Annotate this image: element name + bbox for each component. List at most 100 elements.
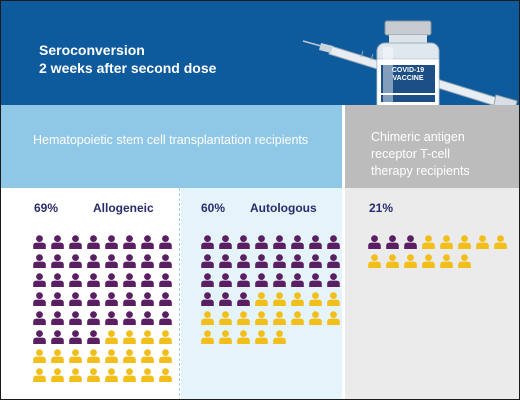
seroconverted-person-icon bbox=[159, 311, 172, 325]
vaccine-vial-syringe-icon bbox=[302, 20, 518, 124]
seroconverted-person-icon bbox=[159, 273, 172, 287]
seroconverted-person-icon bbox=[87, 330, 100, 344]
non-seroconverted-person-icon bbox=[141, 368, 154, 382]
allogeneic-label: Allogeneic bbox=[93, 201, 154, 215]
seroconverted-person-icon bbox=[291, 235, 304, 249]
seroconverted-person-icon bbox=[404, 235, 417, 249]
seroconverted-person-icon bbox=[255, 254, 268, 268]
seroconverted-person-icon bbox=[69, 330, 82, 344]
non-seroconverted-person-icon bbox=[291, 311, 304, 325]
cart-panel bbox=[345, 188, 519, 399]
non-seroconverted-person-icon bbox=[219, 311, 232, 325]
seroconverted-person-icon bbox=[291, 254, 304, 268]
seroconverted-person-icon bbox=[87, 311, 100, 325]
section-divider bbox=[343, 105, 345, 399]
cart-heading-line-2: receptor T-cell bbox=[371, 147, 450, 161]
seroconverted-person-icon bbox=[87, 254, 100, 268]
non-seroconverted-person-icon bbox=[123, 330, 136, 344]
seroconverted-person-icon bbox=[309, 273, 322, 287]
seroconverted-person-icon bbox=[368, 235, 381, 249]
cart-person-grid bbox=[367, 235, 508, 268]
non-seroconverted-person-icon bbox=[105, 368, 118, 382]
non-seroconverted-person-icon bbox=[309, 292, 322, 306]
seroconverted-person-icon bbox=[33, 254, 46, 268]
seroconverted-person-icon bbox=[219, 292, 232, 306]
seroconverted-person-icon bbox=[327, 254, 340, 268]
hsct-heading: Hematopoietic stem cell transplantation … bbox=[33, 133, 309, 147]
seroconverted-person-icon bbox=[33, 292, 46, 306]
seroconverted-person-icon bbox=[159, 292, 172, 306]
non-seroconverted-person-icon bbox=[87, 349, 100, 363]
seroconverted-person-icon bbox=[33, 330, 46, 344]
seroconverted-person-icon bbox=[123, 235, 136, 249]
seroconverted-person-icon bbox=[201, 273, 214, 287]
non-seroconverted-person-icon bbox=[476, 235, 489, 249]
seroconverted-person-icon bbox=[141, 292, 154, 306]
seroconverted-person-icon bbox=[105, 311, 118, 325]
non-seroconverted-person-icon bbox=[440, 254, 453, 268]
autologous-label: Autologous bbox=[250, 201, 317, 215]
seroconverted-person-icon bbox=[219, 254, 232, 268]
non-seroconverted-person-icon bbox=[404, 254, 417, 268]
seroconverted-person-icon bbox=[201, 292, 214, 306]
non-seroconverted-person-icon bbox=[309, 311, 322, 325]
non-seroconverted-person-icon bbox=[237, 311, 250, 325]
hsct-band bbox=[1, 105, 342, 188]
non-seroconverted-person-icon bbox=[219, 330, 232, 344]
panel-divider bbox=[179, 188, 180, 399]
allogeneic-percent: 69% bbox=[34, 201, 59, 215]
non-seroconverted-person-icon bbox=[69, 368, 82, 382]
seroconverted-person-icon bbox=[87, 235, 100, 249]
non-seroconverted-person-icon bbox=[33, 349, 46, 363]
seroconverted-person-icon bbox=[291, 273, 304, 287]
non-seroconverted-person-icon bbox=[87, 368, 100, 382]
seroconverted-person-icon bbox=[33, 311, 46, 325]
seroconverted-person-icon bbox=[123, 254, 136, 268]
non-seroconverted-person-icon bbox=[458, 254, 471, 268]
vial-icon bbox=[376, 20, 440, 124]
seroconverted-person-icon bbox=[69, 273, 82, 287]
non-seroconverted-person-icon bbox=[201, 311, 214, 325]
seroconverted-person-icon bbox=[237, 254, 250, 268]
seroconverted-person-icon bbox=[327, 235, 340, 249]
seroconverted-person-icon bbox=[159, 254, 172, 268]
autologous-person-grid bbox=[200, 235, 341, 344]
seroconverted-person-icon bbox=[51, 330, 64, 344]
page-title: Seroconversion 2 weeks after second dose bbox=[39, 41, 216, 77]
seroconverted-person-icon bbox=[51, 292, 64, 306]
seroconverted-person-icon bbox=[51, 235, 64, 249]
non-seroconverted-person-icon bbox=[494, 235, 507, 249]
non-seroconverted-person-icon bbox=[159, 349, 172, 363]
seroconverted-person-icon bbox=[69, 311, 82, 325]
cart-percent: 21% bbox=[369, 201, 394, 215]
seroconverted-person-icon bbox=[201, 235, 214, 249]
non-seroconverted-person-icon bbox=[159, 330, 172, 344]
vial-label: COVID-19 VACCINE bbox=[381, 67, 435, 83]
non-seroconverted-person-icon bbox=[105, 349, 118, 363]
seroconverted-person-icon bbox=[255, 273, 268, 287]
seroconverted-person-icon bbox=[159, 235, 172, 249]
non-seroconverted-person-icon bbox=[255, 311, 268, 325]
seroconverted-person-icon bbox=[201, 254, 214, 268]
seroconverted-person-icon bbox=[386, 235, 399, 249]
seroconverted-person-icon bbox=[141, 254, 154, 268]
seroconverted-person-icon bbox=[237, 292, 250, 306]
non-seroconverted-person-icon bbox=[422, 254, 435, 268]
non-seroconverted-person-icon bbox=[273, 292, 286, 306]
seroconverted-person-icon bbox=[273, 254, 286, 268]
seroconverted-person-icon bbox=[123, 292, 136, 306]
cart-heading: Chimeric antigen receptor T-cell therapy… bbox=[371, 129, 511, 180]
autologous-percent: 60% bbox=[201, 201, 226, 215]
seroconverted-person-icon bbox=[123, 311, 136, 325]
non-seroconverted-person-icon bbox=[51, 368, 64, 382]
non-seroconverted-person-icon bbox=[368, 254, 381, 268]
non-seroconverted-person-icon bbox=[327, 292, 340, 306]
title-line-1: Seroconversion bbox=[39, 42, 145, 58]
non-seroconverted-person-icon bbox=[273, 330, 286, 344]
non-seroconverted-person-icon bbox=[422, 235, 435, 249]
vial-label-line-2: VACCINE bbox=[392, 75, 424, 82]
non-seroconverted-person-icon bbox=[159, 368, 172, 382]
seroconverted-person-icon bbox=[87, 292, 100, 306]
seroconverted-person-icon bbox=[51, 254, 64, 268]
seroconverted-person-icon bbox=[255, 235, 268, 249]
